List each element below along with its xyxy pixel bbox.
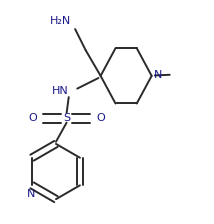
Text: H₂N: H₂N	[50, 16, 71, 26]
Text: S: S	[63, 113, 70, 123]
Text: N: N	[27, 189, 35, 198]
Text: N: N	[154, 70, 162, 80]
Text: HN: HN	[52, 86, 69, 96]
Text: O: O	[96, 113, 105, 123]
Text: O: O	[28, 113, 37, 123]
